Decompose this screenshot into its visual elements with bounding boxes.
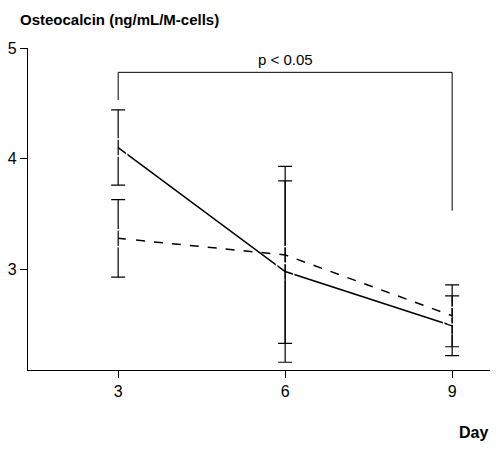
svg-text:9: 9 — [448, 383, 457, 400]
svg-text:5: 5 — [8, 40, 17, 57]
svg-text:3: 3 — [114, 383, 123, 400]
svg-text:p < 0.05: p < 0.05 — [258, 51, 313, 68]
svg-text:3: 3 — [8, 261, 17, 278]
svg-text:4: 4 — [8, 150, 17, 167]
svg-text:Osteocalcin (ng/mL/M-cells): Osteocalcin (ng/mL/M-cells) — [20, 11, 219, 28]
svg-text:Day: Day — [459, 424, 488, 441]
svg-text:6: 6 — [281, 383, 290, 400]
